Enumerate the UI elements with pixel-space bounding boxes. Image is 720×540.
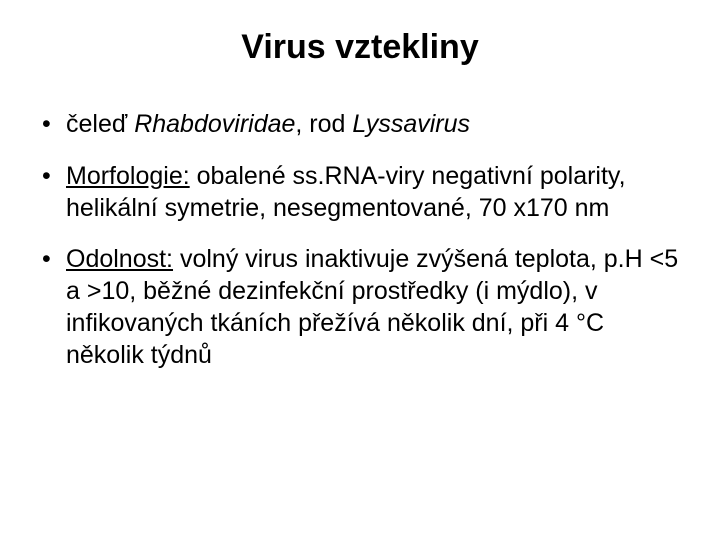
text: , rod: [295, 110, 352, 138]
underlined-label: Odolnost:: [66, 245, 173, 273]
bullet-item-2: Morfologie: obalené ss.RNA-viry negativn…: [38, 161, 682, 225]
bullet-item-1: čeleď Rhabdoviridae, rod Lyssavirus: [38, 109, 682, 141]
italic-text: Rhabdoviridae: [134, 110, 295, 138]
underlined-label: Morfologie:: [66, 162, 190, 190]
bullet-list: čeleď Rhabdoviridae, rod Lyssavirus Morf…: [38, 109, 682, 371]
bullet-item-3: Odolnost: volný virus inaktivuje zvýšená…: [38, 244, 682, 371]
italic-text: Lyssavirus: [352, 110, 470, 138]
slide-title: Virus vztekliny: [38, 28, 682, 67]
text: čeleď: [66, 110, 134, 138]
